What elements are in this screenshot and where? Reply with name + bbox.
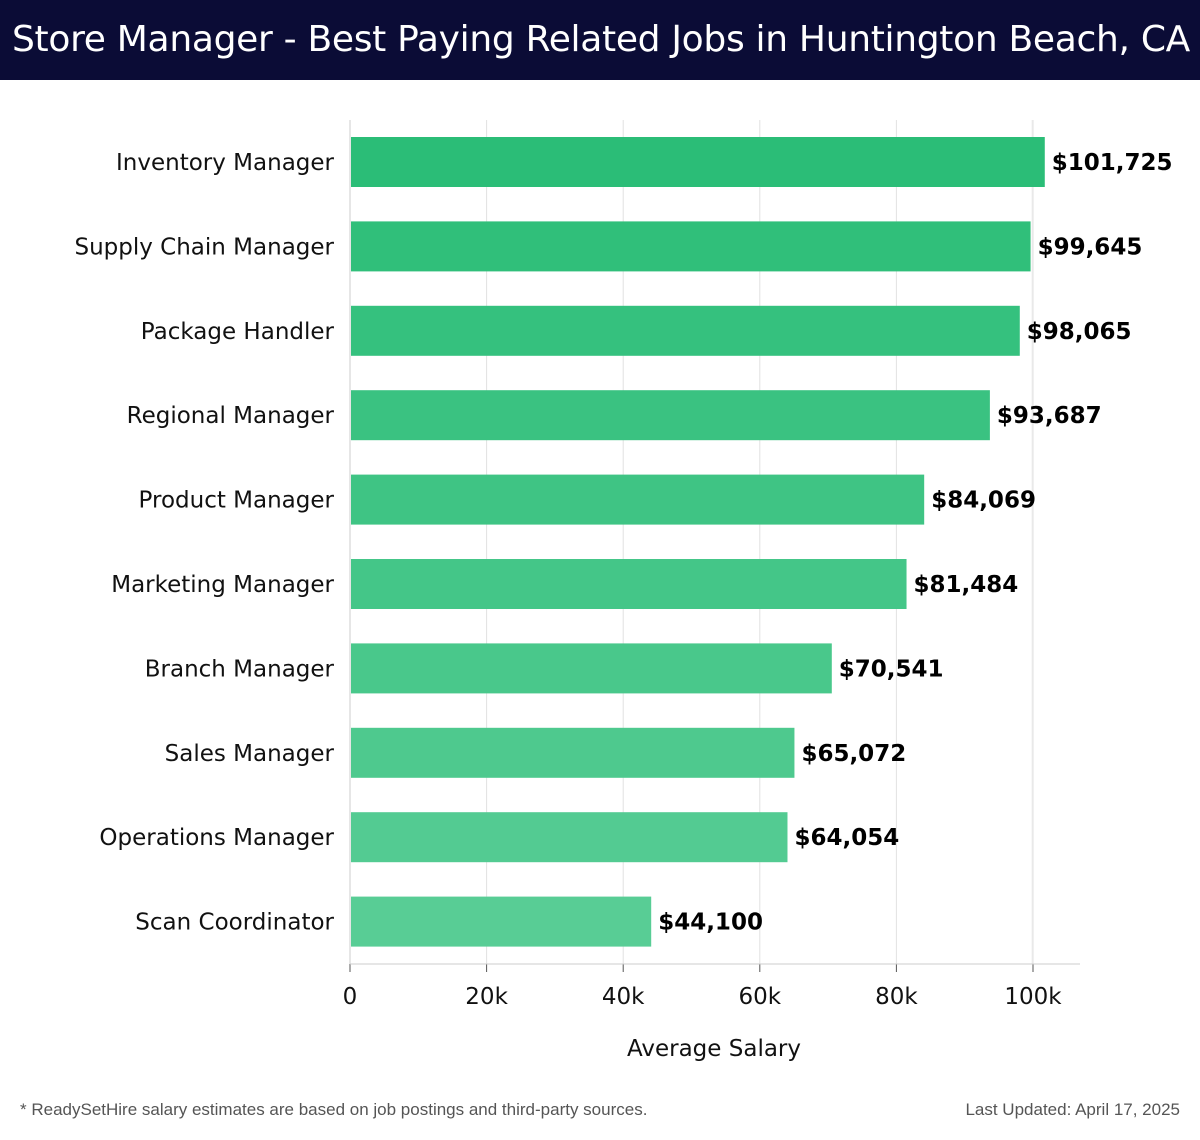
title-bar: Store Manager - Best Paying Related Jobs…: [0, 0, 1200, 80]
value-labels: $101,725 $99,645 $98,065 $93,687 $84,069 $81,…: [658, 150, 1172, 936]
value-label: $98,065: [1027, 319, 1132, 345]
category-label: Product Manager: [139, 488, 335, 514]
category-label: Scan Coordinator: [135, 910, 334, 936]
value-label: $93,687: [997, 403, 1102, 429]
bar: [351, 643, 832, 694]
category-label: Supply Chain Manager: [74, 234, 334, 260]
category-label: Marketing Manager: [111, 572, 334, 598]
bar: [351, 305, 1020, 356]
bar: [351, 221, 1031, 272]
bar: [351, 137, 1045, 187]
bar: [351, 812, 788, 863]
x-axis: 0 20k 40k 60k 80k 100k: [343, 120, 1080, 1010]
value-label: $44,100: [658, 910, 763, 936]
bars: [351, 137, 1045, 947]
category-label: Branch Manager: [145, 656, 335, 682]
salary-bar-chart: 0 20k 40k 60k 80k 100k Inventory Manager Suppl…: [74, 120, 1173, 1062]
x-tick-label: 80k: [875, 984, 918, 1010]
footer-note: * ReadySetHire salary estimates are base…: [20, 1100, 648, 1119]
bar: [351, 474, 925, 525]
bar: [351, 390, 990, 441]
value-label: $65,072: [801, 741, 906, 767]
category-labels: Inventory Manager Supply Chain Manager Pac…: [74, 150, 334, 936]
x-tick-label: 40k: [602, 984, 645, 1010]
x-axis-title: Average Salary: [627, 1036, 801, 1062]
x-tick-label: 0: [343, 984, 358, 1010]
category-label: Inventory Manager: [116, 150, 335, 176]
bar: [351, 896, 652, 947]
value-label: $99,645: [1038, 234, 1143, 260]
category-label: Package Handler: [141, 319, 335, 345]
x-tick-label: 20k: [465, 984, 508, 1010]
value-label: $101,725: [1052, 150, 1173, 176]
value-label: $84,069: [931, 488, 1036, 514]
bar: [351, 727, 795, 778]
value-label: $70,541: [839, 656, 944, 682]
category-label: Operations Manager: [99, 825, 334, 851]
value-label: $64,054: [794, 825, 899, 851]
last-updated: Last Updated: April 17, 2025: [965, 1100, 1180, 1119]
value-label: $81,484: [914, 572, 1019, 598]
page-title: Store Manager - Best Paying Related Jobs…: [12, 19, 1190, 60]
x-tick-label: 60k: [739, 984, 782, 1010]
x-tick-label: 100k: [1004, 984, 1062, 1010]
bar: [351, 559, 907, 609]
category-label: Regional Manager: [127, 403, 335, 429]
category-label: Sales Manager: [165, 741, 335, 767]
